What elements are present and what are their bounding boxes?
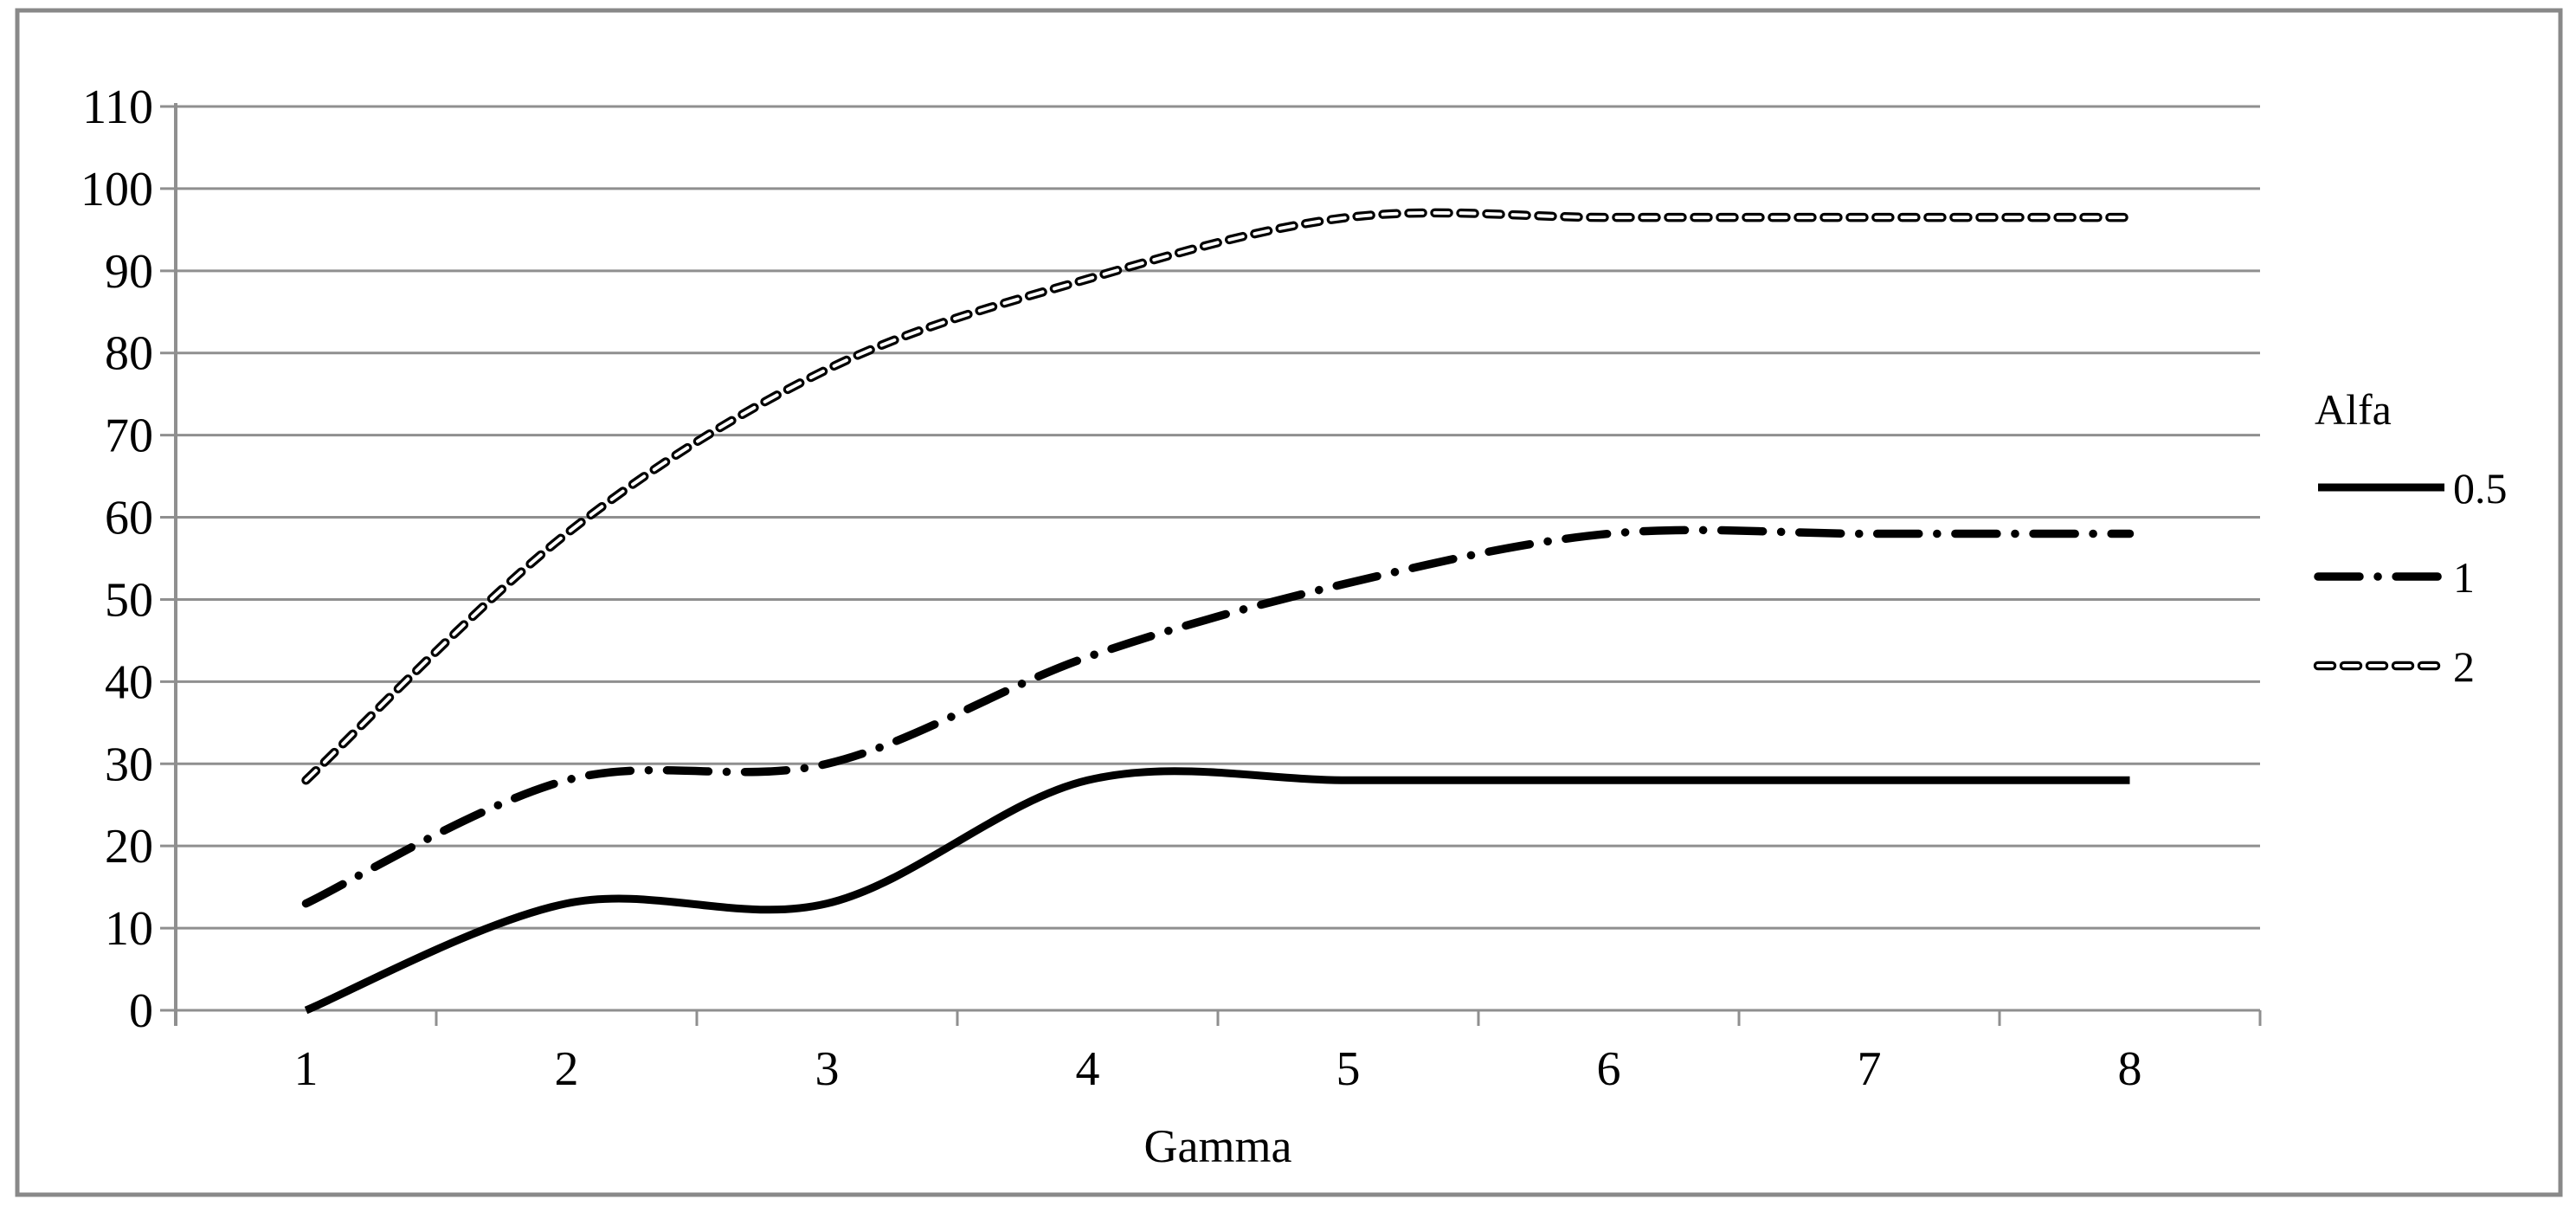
y-tick-label: 100 [80,163,153,216]
x-tick-label: 7 [1858,1042,1882,1096]
y-axis-tick-labels: 0 10 20 30 40 50 60 70 80 90 100 110 [80,81,153,1038]
legend-entry-alfa-2: 2 [2313,642,2475,691]
y-tick-label: 40 [105,655,153,709]
series-line-alfa-1 [301,525,2135,908]
legend-title: Alfa [2315,385,2392,434]
x-axis-title: Gamma [1144,1120,1292,1172]
x-axis-tick-labels: 1 2 3 4 5 6 7 8 [294,1042,2142,1096]
x-tick-label: 2 [555,1042,579,1096]
axes [160,103,2262,1026]
gridlines [176,105,2260,1012]
x-tick-label: 4 [1076,1042,1100,1096]
y-tick-label: 90 [105,245,153,299]
x-tick-label: 6 [1597,1042,1621,1096]
chart-border [15,8,2563,1197]
y-tick-label: 110 [82,81,153,134]
legend: Alfa 0.5 1 2 [2313,385,2508,691]
x-tick-label: 3 [815,1042,840,1096]
x-tick-label: 1 [294,1042,319,1096]
y-tick-label: 60 [105,492,153,545]
y-tick-label: 50 [105,573,153,627]
y-tick-label: 70 [105,409,153,463]
legend-label: 2 [2453,642,2475,691]
x-tick-label: 5 [1336,1042,1361,1096]
legend-label: 1 [2453,553,2475,602]
series-line-alfa-2 [301,208,2135,785]
legend-entry-alfa-0.5: 0.5 [2318,464,2508,513]
x-tick-label: 8 [2118,1042,2142,1096]
y-tick-label: 10 [105,902,153,956]
y-tick-label: 30 [105,738,153,791]
series-line-alfa-2 [304,210,2132,783]
data-series [301,208,2135,1015]
legend-label: 0.5 [2453,464,2508,513]
legend-entry-alfa-1: 1 [2314,553,2475,602]
y-tick-label: 20 [105,820,153,874]
y-tick-label: 80 [105,327,153,381]
series-line-alfa-0.5 [304,767,2130,1015]
y-tick-label: 0 [129,984,153,1038]
